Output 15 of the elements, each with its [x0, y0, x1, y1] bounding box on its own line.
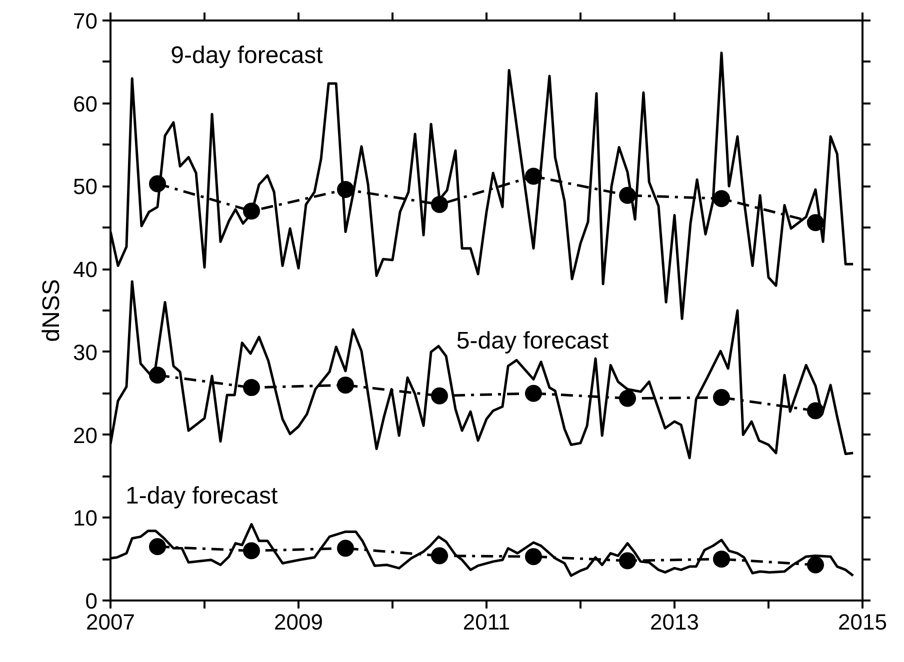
annotation: 9-day forecast — [170, 42, 324, 69]
x-tick-label: 2011 — [462, 610, 510, 634]
y-axis-title: dNSS — [38, 279, 66, 342]
y-tick-label: 50 — [73, 174, 98, 200]
x-tick-label: 2015 — [838, 610, 887, 634]
x-tick-label: 2009 — [274, 610, 323, 634]
annotation: 5-day forecast — [456, 328, 609, 355]
y-tick-label: 60 — [73, 91, 98, 116]
annotation: 1-day forecast — [126, 482, 278, 510]
y-tick-label: 40 — [73, 257, 98, 282]
y-tick-label: 70 — [73, 8, 98, 34]
x-tick-label: 2013 — [650, 610, 699, 634]
y-tick-label: 30 — [73, 340, 98, 365]
y-tick-label: 20 — [73, 422, 98, 448]
y-tick-label: 10 — [73, 506, 98, 531]
